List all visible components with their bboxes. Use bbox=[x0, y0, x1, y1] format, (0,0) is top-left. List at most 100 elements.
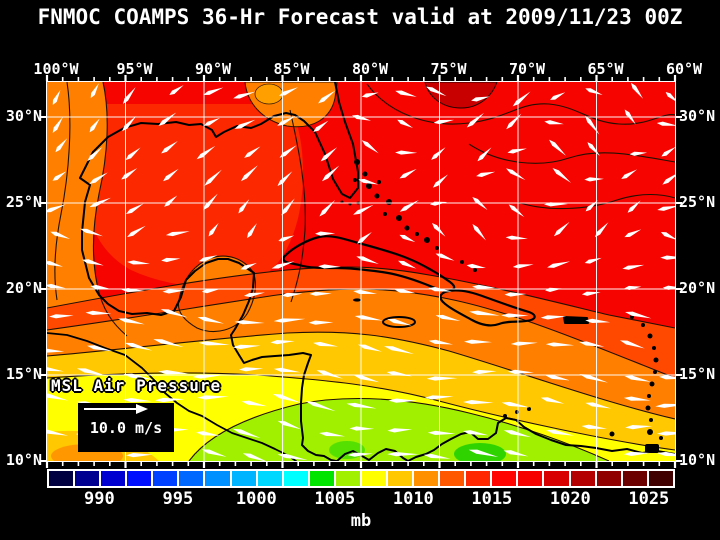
tick-mark bbox=[234, 77, 237, 81]
wind-arrow bbox=[322, 165, 340, 182]
tick-mark bbox=[676, 202, 682, 204]
tick-mark bbox=[313, 462, 315, 466]
wind-arrow bbox=[49, 314, 74, 319]
wind-arrow bbox=[356, 256, 379, 264]
tick-mark bbox=[627, 77, 629, 81]
wind-arrow bbox=[308, 320, 334, 325]
wind-arrow bbox=[358, 178, 379, 185]
wind-arrow bbox=[125, 147, 141, 161]
tick-mark bbox=[266, 462, 268, 466]
lon-label: 70°W bbox=[508, 60, 546, 78]
wind-arrow bbox=[118, 318, 145, 325]
wind-arrow bbox=[52, 116, 64, 133]
wind-arrow bbox=[277, 171, 293, 186]
wind-arrow bbox=[89, 197, 111, 208]
lat-label-right: 30°N bbox=[679, 107, 716, 125]
tick-mark bbox=[124, 462, 127, 468]
pressure-map bbox=[47, 82, 675, 461]
tick-mark bbox=[375, 462, 378, 466]
wind-arrow bbox=[277, 116, 296, 126]
colorbar-cell bbox=[388, 471, 413, 486]
wind-arrow bbox=[82, 259, 104, 266]
tick-mark bbox=[218, 77, 221, 81]
tick-mark bbox=[516, 75, 520, 81]
wind-arrow bbox=[627, 200, 641, 213]
tick-mark bbox=[40, 288, 46, 290]
wind-arrow bbox=[579, 374, 608, 383]
wind-arrow bbox=[47, 283, 66, 289]
islands bbox=[340, 159, 663, 453]
tick-mark bbox=[109, 77, 111, 81]
wind-arrow bbox=[353, 375, 380, 383]
wind-arrow bbox=[506, 113, 522, 130]
tick-mark bbox=[109, 462, 111, 466]
wind-arrow bbox=[387, 318, 412, 326]
wind-arrow bbox=[394, 288, 416, 294]
wind-arrow bbox=[244, 146, 261, 158]
wind-arrow bbox=[585, 115, 600, 135]
wind-arrow bbox=[661, 147, 675, 157]
wind-arrow bbox=[85, 310, 112, 315]
wind-arrow bbox=[121, 168, 138, 180]
colorbar bbox=[47, 469, 675, 488]
tick-mark bbox=[328, 77, 331, 81]
colorbar-tick-label: 995 bbox=[162, 489, 194, 509]
wind-arrow bbox=[433, 119, 455, 125]
wind-arrow bbox=[624, 375, 651, 382]
wind-arrow bbox=[242, 453, 266, 461]
lat-label-right: 15°N bbox=[679, 365, 716, 383]
tick-mark bbox=[344, 462, 347, 466]
wind-arrow bbox=[272, 394, 301, 403]
wind-arrow bbox=[52, 171, 67, 181]
wind-arrow bbox=[581, 424, 608, 429]
field-label: MSL Air Pressure bbox=[51, 376, 222, 395]
wind-arrow bbox=[665, 92, 675, 101]
wind-arrow bbox=[127, 260, 150, 265]
tick-mark bbox=[187, 462, 190, 466]
wind-arrow bbox=[510, 341, 538, 346]
wind-arrow bbox=[395, 150, 418, 155]
wind-arrow bbox=[240, 165, 258, 182]
wind-arrow bbox=[429, 201, 448, 206]
wind-arrow bbox=[512, 264, 534, 269]
wind-arrow bbox=[384, 346, 415, 355]
wind-arrow bbox=[579, 341, 605, 347]
lat-label-left: 25°N bbox=[5, 193, 42, 211]
tick-mark bbox=[61, 77, 64, 81]
tick-mark bbox=[595, 462, 598, 468]
tick-mark bbox=[407, 462, 409, 466]
colorbar-tick-label: 1010 bbox=[392, 489, 434, 509]
wind-arrow bbox=[305, 401, 336, 412]
wind-arrow bbox=[585, 318, 611, 323]
wind-arrow bbox=[466, 112, 485, 128]
tick-mark bbox=[470, 462, 472, 466]
tick-mark bbox=[501, 462, 504, 466]
wind-arrow bbox=[169, 85, 184, 96]
wind-arrow bbox=[624, 109, 636, 125]
colorbar-cell bbox=[257, 471, 282, 486]
wind-arrow bbox=[399, 168, 417, 179]
colorbar-tick-label: 1025 bbox=[628, 489, 670, 509]
wind-arrow bbox=[279, 87, 299, 96]
wind-arrow bbox=[544, 120, 564, 125]
wind-arrow bbox=[164, 195, 178, 207]
tick-mark bbox=[658, 77, 661, 81]
wind-arrow bbox=[622, 264, 645, 270]
tick-mark bbox=[281, 462, 284, 468]
tick-mark bbox=[580, 77, 582, 81]
colorbar-cell bbox=[179, 471, 204, 486]
wind-arrow bbox=[584, 257, 602, 264]
tick-mark bbox=[234, 462, 237, 466]
wind-arrow bbox=[47, 204, 66, 213]
wind-arrow bbox=[428, 339, 454, 345]
wind-arrow bbox=[158, 370, 190, 375]
wind-arrow bbox=[545, 287, 563, 292]
wind-arrow bbox=[660, 231, 675, 240]
wind-arrow bbox=[471, 96, 490, 102]
wind-arrow bbox=[239, 367, 264, 372]
colorbar-cell bbox=[127, 471, 152, 486]
wind-arrow bbox=[398, 260, 417, 269]
tick-mark bbox=[423, 77, 425, 81]
wind-arrow bbox=[549, 139, 567, 156]
